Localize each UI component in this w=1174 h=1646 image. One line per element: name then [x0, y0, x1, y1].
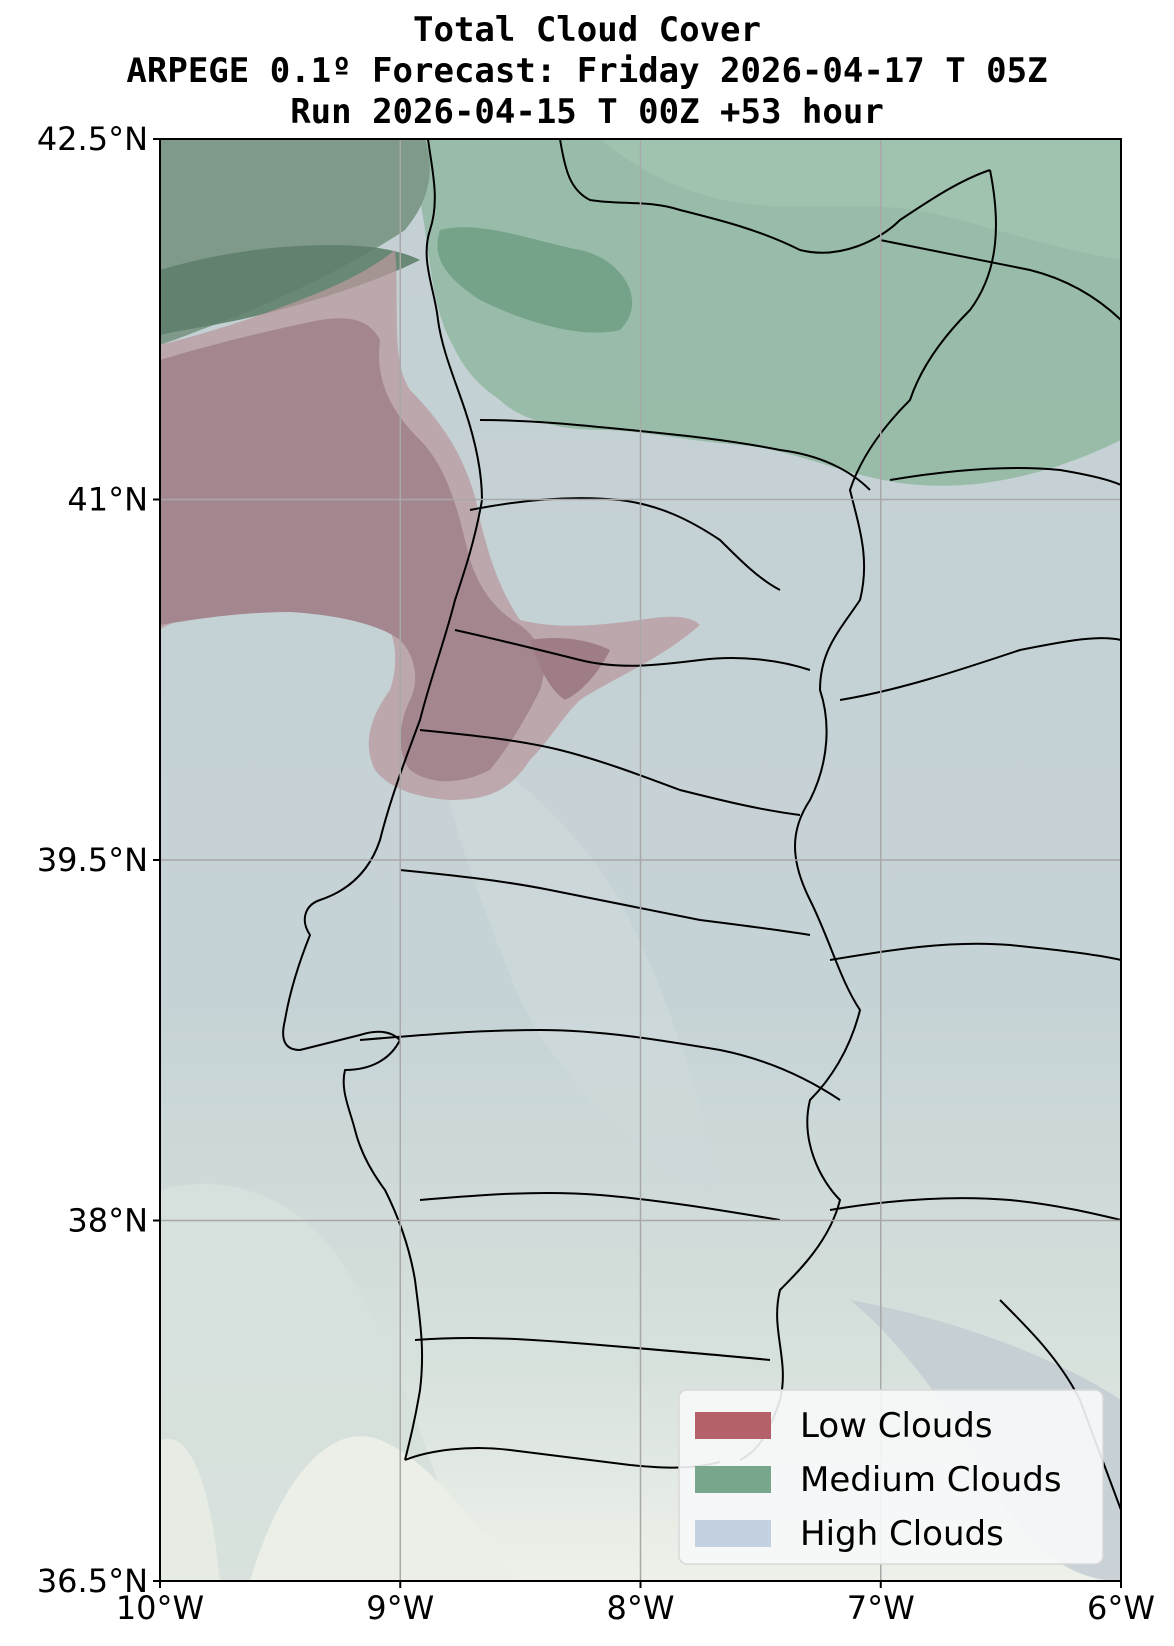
lat-tick-label: 39.5°N	[37, 841, 148, 879]
lat-tick-label: 42.5°N	[37, 120, 148, 158]
coastline	[282, 139, 483, 1461]
low-cloud-layer	[160, 318, 544, 782]
province-line-3	[839, 637, 1121, 701]
map-title: Total Cloud Cover ARPEGE 0.1º Forecast: …	[0, 10, 1174, 133]
medium-cloud-dense-core	[437, 227, 633, 333]
district-line-6	[359, 1029, 841, 1101]
latitude-ticks: 42.5°N 41°N 39.5°N 38°N 36.5°N	[37, 120, 160, 1600]
legend-label: Low Clouds	[800, 1406, 993, 1446]
district-line-5	[399, 869, 811, 936]
lon-tick-label: 8°W	[607, 1589, 675, 1627]
lon-tick-label: 7°W	[847, 1589, 915, 1627]
lon-tick-label: 10°W	[116, 1589, 204, 1627]
medium-cloud-light-band	[600, 139, 1121, 260]
legend-swatch	[695, 1520, 771, 1547]
legend-swatch	[695, 1466, 771, 1493]
lon-tick-label: 6°W	[1087, 1589, 1155, 1627]
lon-tick-label: 9°W	[366, 1589, 434, 1627]
longitude-ticks: 10°W 9°W 8°W 7°W 6°W	[116, 1581, 1155, 1627]
title-line-1: Total Cloud Cover	[413, 10, 761, 50]
province-line-1	[879, 239, 1121, 321]
legend-box	[678, 1389, 1104, 1565]
spain-border	[739, 169, 997, 1461]
district-line-1	[479, 419, 871, 491]
high-cloud-light-patch	[430, 700, 720, 1200]
district-line-8	[414, 1336, 771, 1361]
lat-tick-label: 38°N	[67, 1202, 148, 1240]
district-line-4	[419, 729, 801, 816]
district-line-7	[419, 1191, 781, 1221]
legend-swatch	[695, 1412, 771, 1439]
lat-tick-label: 41°N	[67, 481, 148, 519]
province-line-2	[889, 467, 1121, 486]
algarve-coast	[404, 1447, 721, 1469]
borders-layer	[282, 139, 1121, 1511]
lat-tick-label: 36.5°N	[37, 1562, 148, 1600]
district-line-2	[469, 497, 781, 591]
title-line-2: ARPEGE 0.1º Forecast: Friday 2026-04-17 …	[126, 51, 1048, 91]
clear-sky-area	[250, 1436, 520, 1581]
title-line-3: Run 2026-04-15 T 00Z +53 hour	[290, 92, 884, 132]
medium-cloud-layer	[420, 139, 1121, 486]
minho-border	[559, 139, 991, 254]
province-line-4	[829, 942, 1121, 961]
legend: Low Clouds Medium Clouds High Clouds	[678, 1389, 1104, 1565]
legend-label: Medium Clouds	[800, 1460, 1062, 1500]
province-line-5	[829, 1197, 1121, 1221]
clear-sky-area-west	[160, 1438, 220, 1581]
legend-label: High Clouds	[800, 1514, 1004, 1554]
medium-cloud-dense-band	[160, 245, 420, 335]
district-line-3	[454, 629, 811, 671]
